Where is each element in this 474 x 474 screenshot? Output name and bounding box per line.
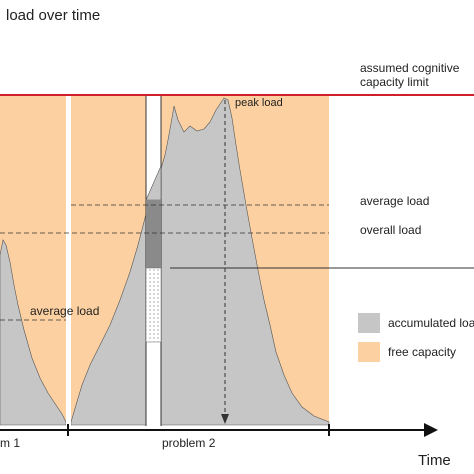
legend-label-free-capacity: free capacity [388, 345, 456, 359]
legend-label-accumulated: accumulated loa [388, 316, 474, 330]
axis-label-problem-1: m 1 [0, 436, 20, 450]
capacity-limit-label-line-1: assumed cognitive [360, 61, 460, 75]
peak-load-arrow-head [221, 414, 229, 424]
legend-swatch-free-capacity [358, 342, 380, 362]
overall-load-label: overall load [360, 223, 421, 237]
average-load-label-right: average load [360, 194, 429, 208]
problem-break [66, 95, 71, 426]
legend-swatch-accumulated [358, 313, 380, 333]
peak-load-label: peak load [235, 97, 283, 109]
time-axis-arrow-head [424, 423, 438, 437]
diagram-title: load over time [6, 7, 100, 24]
axis-label-problem-2: problem 2 [162, 436, 216, 450]
load-area-problem-2 [70, 97, 330, 426]
average-load-label-left: average load [30, 304, 99, 318]
accumulated-load-dotted-segment [145, 267, 162, 343]
capacity-limit-label-line-2: capacity limit [360, 75, 429, 89]
axis-label-time: Time [418, 452, 451, 469]
accumulated-load-segment [146, 200, 161, 268]
